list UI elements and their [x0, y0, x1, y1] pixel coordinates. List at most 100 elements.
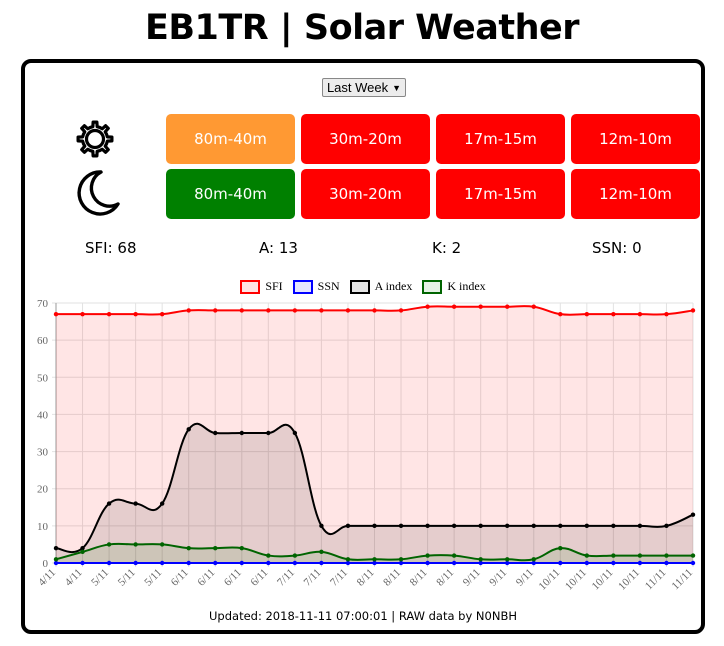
- data-point: [478, 304, 483, 309]
- y-tick-label: 30: [37, 447, 49, 459]
- data-point: [558, 545, 563, 551]
- y-tick-label: 10: [37, 521, 49, 533]
- data-point: [133, 542, 138, 547]
- data-point: [531, 523, 536, 529]
- data-point: [451, 553, 457, 558]
- data-point: [611, 553, 616, 558]
- data-point: [425, 523, 430, 529]
- data-point: [451, 304, 457, 309]
- a-index-stat: A: 13: [259, 239, 298, 257]
- page-title: EB1TR | Solar Weather: [144, 8, 580, 48]
- legend-label: A index: [374, 279, 413, 293]
- x-tick-label: 9/11: [487, 567, 509, 589]
- data-point: [133, 560, 138, 566]
- data-point: [531, 560, 536, 566]
- data-point: [398, 523, 404, 529]
- night-band-17m-15m[interactable]: 17m-15m: [436, 169, 565, 219]
- x-tick-label: 11/11: [669, 567, 695, 593]
- k-index-stat: K: 2: [432, 239, 462, 257]
- x-tick-label: 6/11: [222, 567, 244, 589]
- legend-item[interactable]: SFI: [240, 279, 283, 294]
- chevron-down-icon: ▼: [392, 82, 402, 93]
- data-point: [213, 430, 218, 436]
- data-point: [611, 560, 616, 566]
- data-point: [159, 501, 165, 506]
- data-point: [372, 557, 377, 562]
- legend-item[interactable]: A index: [349, 279, 413, 294]
- x-tick-label: 11/11: [643, 567, 669, 593]
- data-point: [159, 311, 165, 317]
- data-point: [133, 501, 138, 506]
- night-band-80m-40m[interactable]: 80m-40m: [166, 169, 295, 219]
- data-point: [266, 308, 271, 313]
- data-point: [637, 560, 643, 566]
- data-point: [664, 523, 669, 529]
- data-point: [106, 542, 112, 547]
- x-tick-label: 6/11: [248, 567, 270, 589]
- data-point: [531, 557, 536, 562]
- data-point: [690, 512, 696, 517]
- x-tick-label: 6/11: [195, 567, 217, 589]
- data-point: [478, 560, 483, 566]
- y-tick-label: 50: [37, 372, 49, 384]
- range-select-value: Last Week: [326, 80, 389, 95]
- data-point: [451, 560, 457, 566]
- data-point: [425, 560, 430, 566]
- data-point: [558, 311, 563, 317]
- data-point: [106, 311, 112, 317]
- day-band-17m-15m[interactable]: 17m-15m: [436, 114, 565, 164]
- data-point: [345, 560, 351, 566]
- data-point: [478, 557, 483, 562]
- data-point: [106, 501, 112, 506]
- data-point: [80, 560, 85, 566]
- x-tick-label: 8/11: [408, 567, 430, 589]
- sfi-stat: SFI: 68: [85, 239, 137, 257]
- night-band-12m-10m[interactable]: 12m-10m: [571, 169, 700, 219]
- data-point: [186, 545, 191, 551]
- data-point: [80, 545, 85, 551]
- day-band-80m-40m[interactable]: 80m-40m: [166, 114, 295, 164]
- data-point: [505, 560, 510, 566]
- data-point: [505, 523, 510, 529]
- data-point: [106, 560, 112, 566]
- legend-swatch: [349, 279, 370, 294]
- data-point: [213, 560, 218, 566]
- data-point: [664, 560, 669, 566]
- day-band-30m-20m[interactable]: 30m-20m: [301, 114, 430, 164]
- x-tick-label: 7/11: [328, 567, 350, 589]
- series-area-a-index: [56, 423, 693, 563]
- night-band-30m-20m[interactable]: 30m-20m: [301, 169, 430, 219]
- data-point: [292, 560, 298, 566]
- data-point: [266, 560, 271, 566]
- day-band-12m-10m[interactable]: 12m-10m: [571, 114, 700, 164]
- x-tick-label: 8/11: [355, 567, 377, 589]
- data-point: [345, 557, 351, 562]
- x-tick-label: 10/11: [563, 567, 589, 593]
- data-point: [53, 557, 59, 562]
- data-point: [372, 523, 377, 529]
- solar-panel: Last Week ▼ 80m-40m 30m-20m 17m-15m 12m-10m…: [21, 59, 705, 634]
- data-point: [239, 545, 244, 551]
- legend-item[interactable]: SSN: [292, 279, 340, 294]
- data-point: [159, 542, 165, 547]
- x-tick-label: 8/11: [434, 567, 456, 589]
- data-point: [80, 549, 85, 555]
- x-tick-label: 7/11: [302, 567, 324, 589]
- data-point: [319, 308, 324, 313]
- data-point: [239, 308, 244, 313]
- data-point: [690, 308, 696, 313]
- range-select[interactable]: Last Week ▼: [322, 78, 406, 97]
- x-tick-label: 8/11: [381, 567, 403, 589]
- legend-item[interactable]: K index: [422, 279, 486, 294]
- data-point: [505, 304, 510, 309]
- data-point: [584, 560, 590, 566]
- legend-swatch: [240, 279, 261, 294]
- data-point: [664, 553, 669, 558]
- y-tick-label: 70: [37, 298, 49, 310]
- y-tick-label: 0: [43, 558, 49, 570]
- data-point: [584, 553, 590, 558]
- data-point: [53, 545, 59, 551]
- data-point: [319, 523, 324, 529]
- data-point: [398, 557, 404, 562]
